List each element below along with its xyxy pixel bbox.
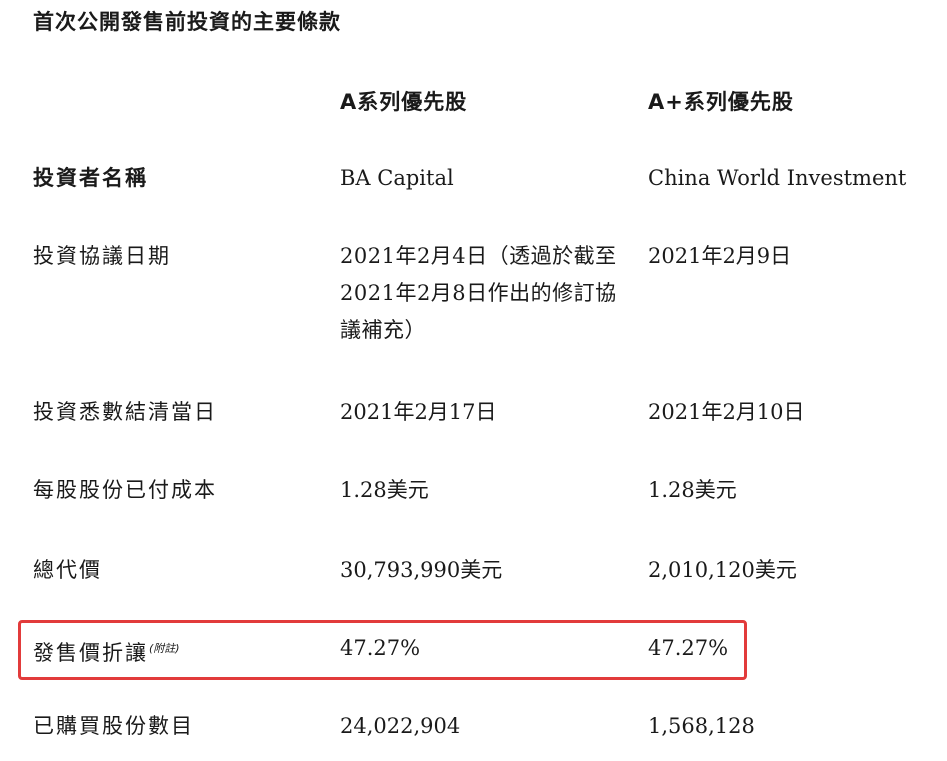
row-label: 總代價 xyxy=(33,558,102,582)
column-header-series-a-plus: A+系列優先股 xyxy=(648,90,794,114)
cell-series-a: 24,022,904 xyxy=(340,714,461,738)
cell-series-a-plus: China World Investment xyxy=(648,166,907,190)
cell-series-a: BA Capital xyxy=(340,166,454,190)
cell-series-a: 1.28美元 xyxy=(340,478,429,502)
cell-series-a-plus: 1.28美元 xyxy=(648,478,737,502)
row-label: 已購買股份數目 xyxy=(33,714,194,738)
row-label: 每股股份已付成本 xyxy=(33,478,217,502)
cell-series-a-plus: 2021年2月10日 xyxy=(648,400,805,424)
cell-series-a-plus: 2,010,120美元 xyxy=(648,558,797,582)
cell-series-a: 2021年2月17日 xyxy=(340,400,497,424)
row-label: 投資協議日期 xyxy=(33,244,171,268)
row-label: 發售價折讓(附註) xyxy=(33,630,180,672)
footnote-marker: (附註) xyxy=(149,642,180,655)
row-label: 投資者名稱 xyxy=(33,166,148,190)
section-title: 首次公開發售前投資的主要條款 xyxy=(33,10,341,34)
cell-series-a: 2021年2月4日（透過於截至2021年2月8日作出的修訂協議補充） xyxy=(340,244,617,342)
cell-series-a: 47.27% xyxy=(340,636,421,660)
column-header-series-a: A系列優先股 xyxy=(340,90,468,114)
row-label: 投資悉數結清當日 xyxy=(33,400,217,424)
cell-series-a: 30,793,990美元 xyxy=(340,558,503,582)
cell-series-a-plus: 2021年2月9日 xyxy=(648,244,792,268)
row-label-text: 發售價折讓 xyxy=(33,641,148,665)
cell-series-a-plus: 1,568,128 xyxy=(648,714,755,738)
cell-series-a-plus: 47.27% xyxy=(648,636,729,660)
highlight-box xyxy=(18,620,747,680)
